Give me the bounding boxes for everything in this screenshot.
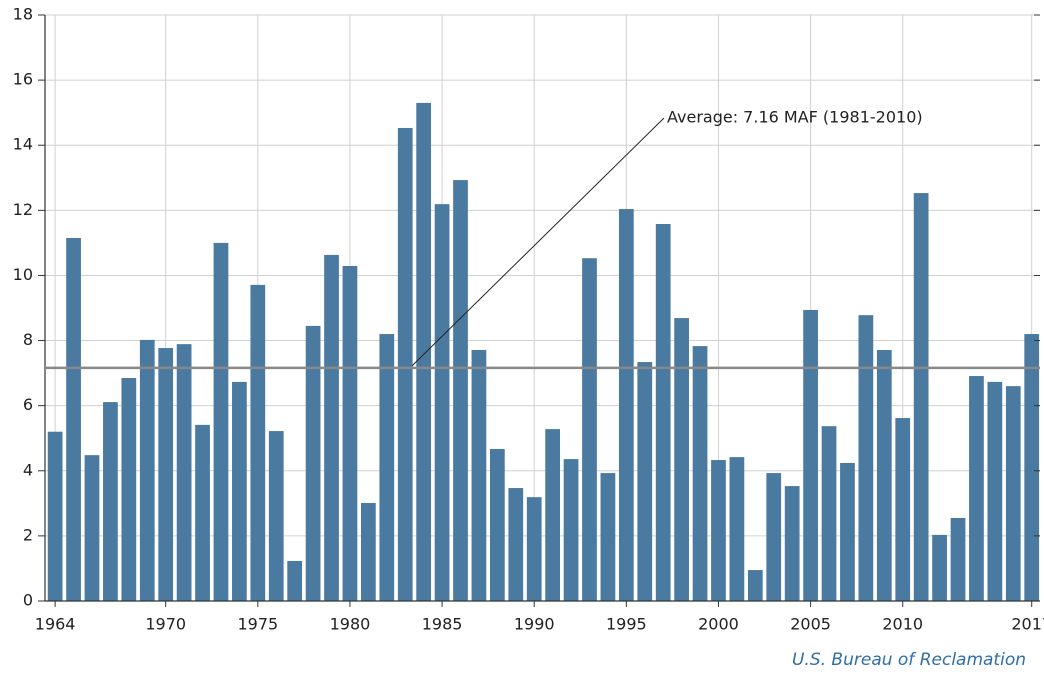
bar <box>305 325 321 601</box>
bar <box>287 560 303 601</box>
y-tick-label: 8 <box>23 330 33 349</box>
bar <box>821 426 837 601</box>
x-tick-label: 1990 <box>514 615 555 634</box>
x-tick-label: 2010 <box>882 615 923 634</box>
bar <box>692 346 708 601</box>
bar <box>950 517 966 601</box>
bar <box>250 284 266 601</box>
bar <box>268 431 284 601</box>
bar <box>361 503 376 601</box>
bar <box>969 376 984 601</box>
bar <box>563 459 579 601</box>
bar <box>342 266 358 601</box>
y-tick-label: 12 <box>13 200 33 219</box>
bar <box>139 339 155 601</box>
bar <box>121 377 137 601</box>
bar <box>324 254 339 601</box>
bar <box>434 204 450 602</box>
bar <box>379 334 395 601</box>
y-tick-label: 14 <box>13 135 33 154</box>
bar <box>1005 386 1021 601</box>
bar <box>158 348 174 601</box>
bar <box>858 315 874 601</box>
x-tick-label: 1975 <box>237 615 278 634</box>
bar <box>397 127 413 602</box>
y-tick-label: 10 <box>13 265 33 284</box>
y-tick-label: 18 <box>13 5 33 24</box>
x-tick-label: 1980 <box>330 615 371 634</box>
x-tick-label: 1995 <box>606 615 647 634</box>
bar <box>913 193 929 601</box>
x-tick-label: 2017 <box>1011 615 1044 634</box>
x-tick-label: 1964 <box>35 615 76 634</box>
bar <box>600 473 616 601</box>
bar <box>176 344 192 601</box>
bar <box>489 448 505 601</box>
bar <box>545 429 561 601</box>
bar <box>232 381 247 601</box>
bar <box>784 486 800 601</box>
y-tick-label: 2 <box>23 525 33 544</box>
bar <box>876 349 892 601</box>
bar <box>711 460 726 601</box>
bar <box>471 349 487 601</box>
bar <box>674 318 689 601</box>
y-tick-label: 16 <box>13 70 33 89</box>
bar <box>47 431 63 601</box>
bar <box>987 381 1003 601</box>
y-tick-label: 6 <box>23 395 33 414</box>
bar <box>895 418 911 601</box>
bar <box>747 570 763 601</box>
bar <box>932 534 947 601</box>
bar <box>766 473 782 601</box>
bar <box>453 180 468 601</box>
x-tick-label: 1970 <box>145 615 186 634</box>
bar <box>66 238 81 601</box>
y-tick-label: 0 <box>23 591 33 610</box>
bar <box>103 402 118 601</box>
bar <box>637 362 653 601</box>
bar <box>655 224 671 602</box>
x-tick-label: 2000 <box>698 615 739 634</box>
bar <box>508 488 524 601</box>
bar <box>526 497 542 601</box>
bar <box>195 424 210 601</box>
bar <box>582 258 597 601</box>
bar <box>803 309 818 601</box>
x-tick-label: 2005 <box>790 615 831 634</box>
bar <box>729 457 745 601</box>
source: U.S. Bureau of Reclamation <box>792 650 1026 670</box>
bar <box>416 102 432 602</box>
x-tick-label: 1985 <box>422 615 463 634</box>
bar <box>84 455 100 601</box>
bar <box>840 462 855 601</box>
bar <box>1024 334 1040 601</box>
bar <box>213 242 229 601</box>
annotation: Average: 7.16 MAF (1981-2010) <box>667 108 923 127</box>
bar <box>618 209 634 601</box>
y-tick-label: 4 <box>23 460 33 479</box>
annotation-leader <box>411 117 665 367</box>
